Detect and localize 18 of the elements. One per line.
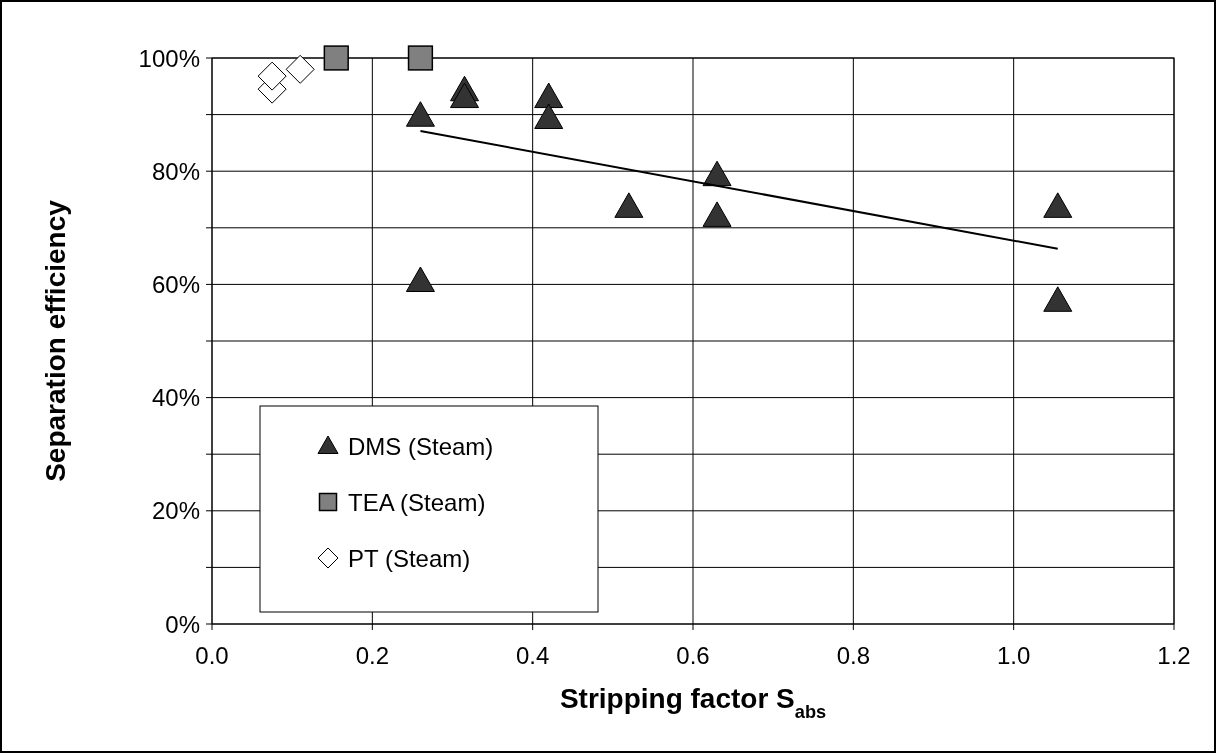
- x-axis-title: Stripping factor S$_{abs}$: [559, 683, 827, 722]
- x-tick-label: 0.6: [676, 642, 710, 669]
- x-tick-label: 0.2: [355, 642, 390, 669]
- y-tick-label: 0%: [165, 610, 200, 638]
- y-tick-label: 80%: [151, 157, 200, 185]
- x-tick-label: 1.2: [1157, 642, 1191, 669]
- y-tick-label: 100%: [138, 44, 200, 72]
- x-tick-label: 0.4: [515, 642, 550, 669]
- y-tick-label: 40%: [151, 384, 200, 412]
- x-tick-label: 0.8: [836, 642, 871, 669]
- y-tick-label: 60%: [151, 270, 200, 298]
- x-tick-label: 0.0: [195, 642, 229, 669]
- legend-label: PT (Steam): [348, 544, 471, 572]
- x-tick-label: 1.0: [996, 642, 1031, 669]
- legend-label: DMS (Steam): [348, 432, 494, 460]
- legend-label: TEA (Steam): [348, 488, 486, 516]
- y-tick-label: 20%: [151, 497, 200, 525]
- y-axis-title: Separation efficiency: [40, 199, 71, 482]
